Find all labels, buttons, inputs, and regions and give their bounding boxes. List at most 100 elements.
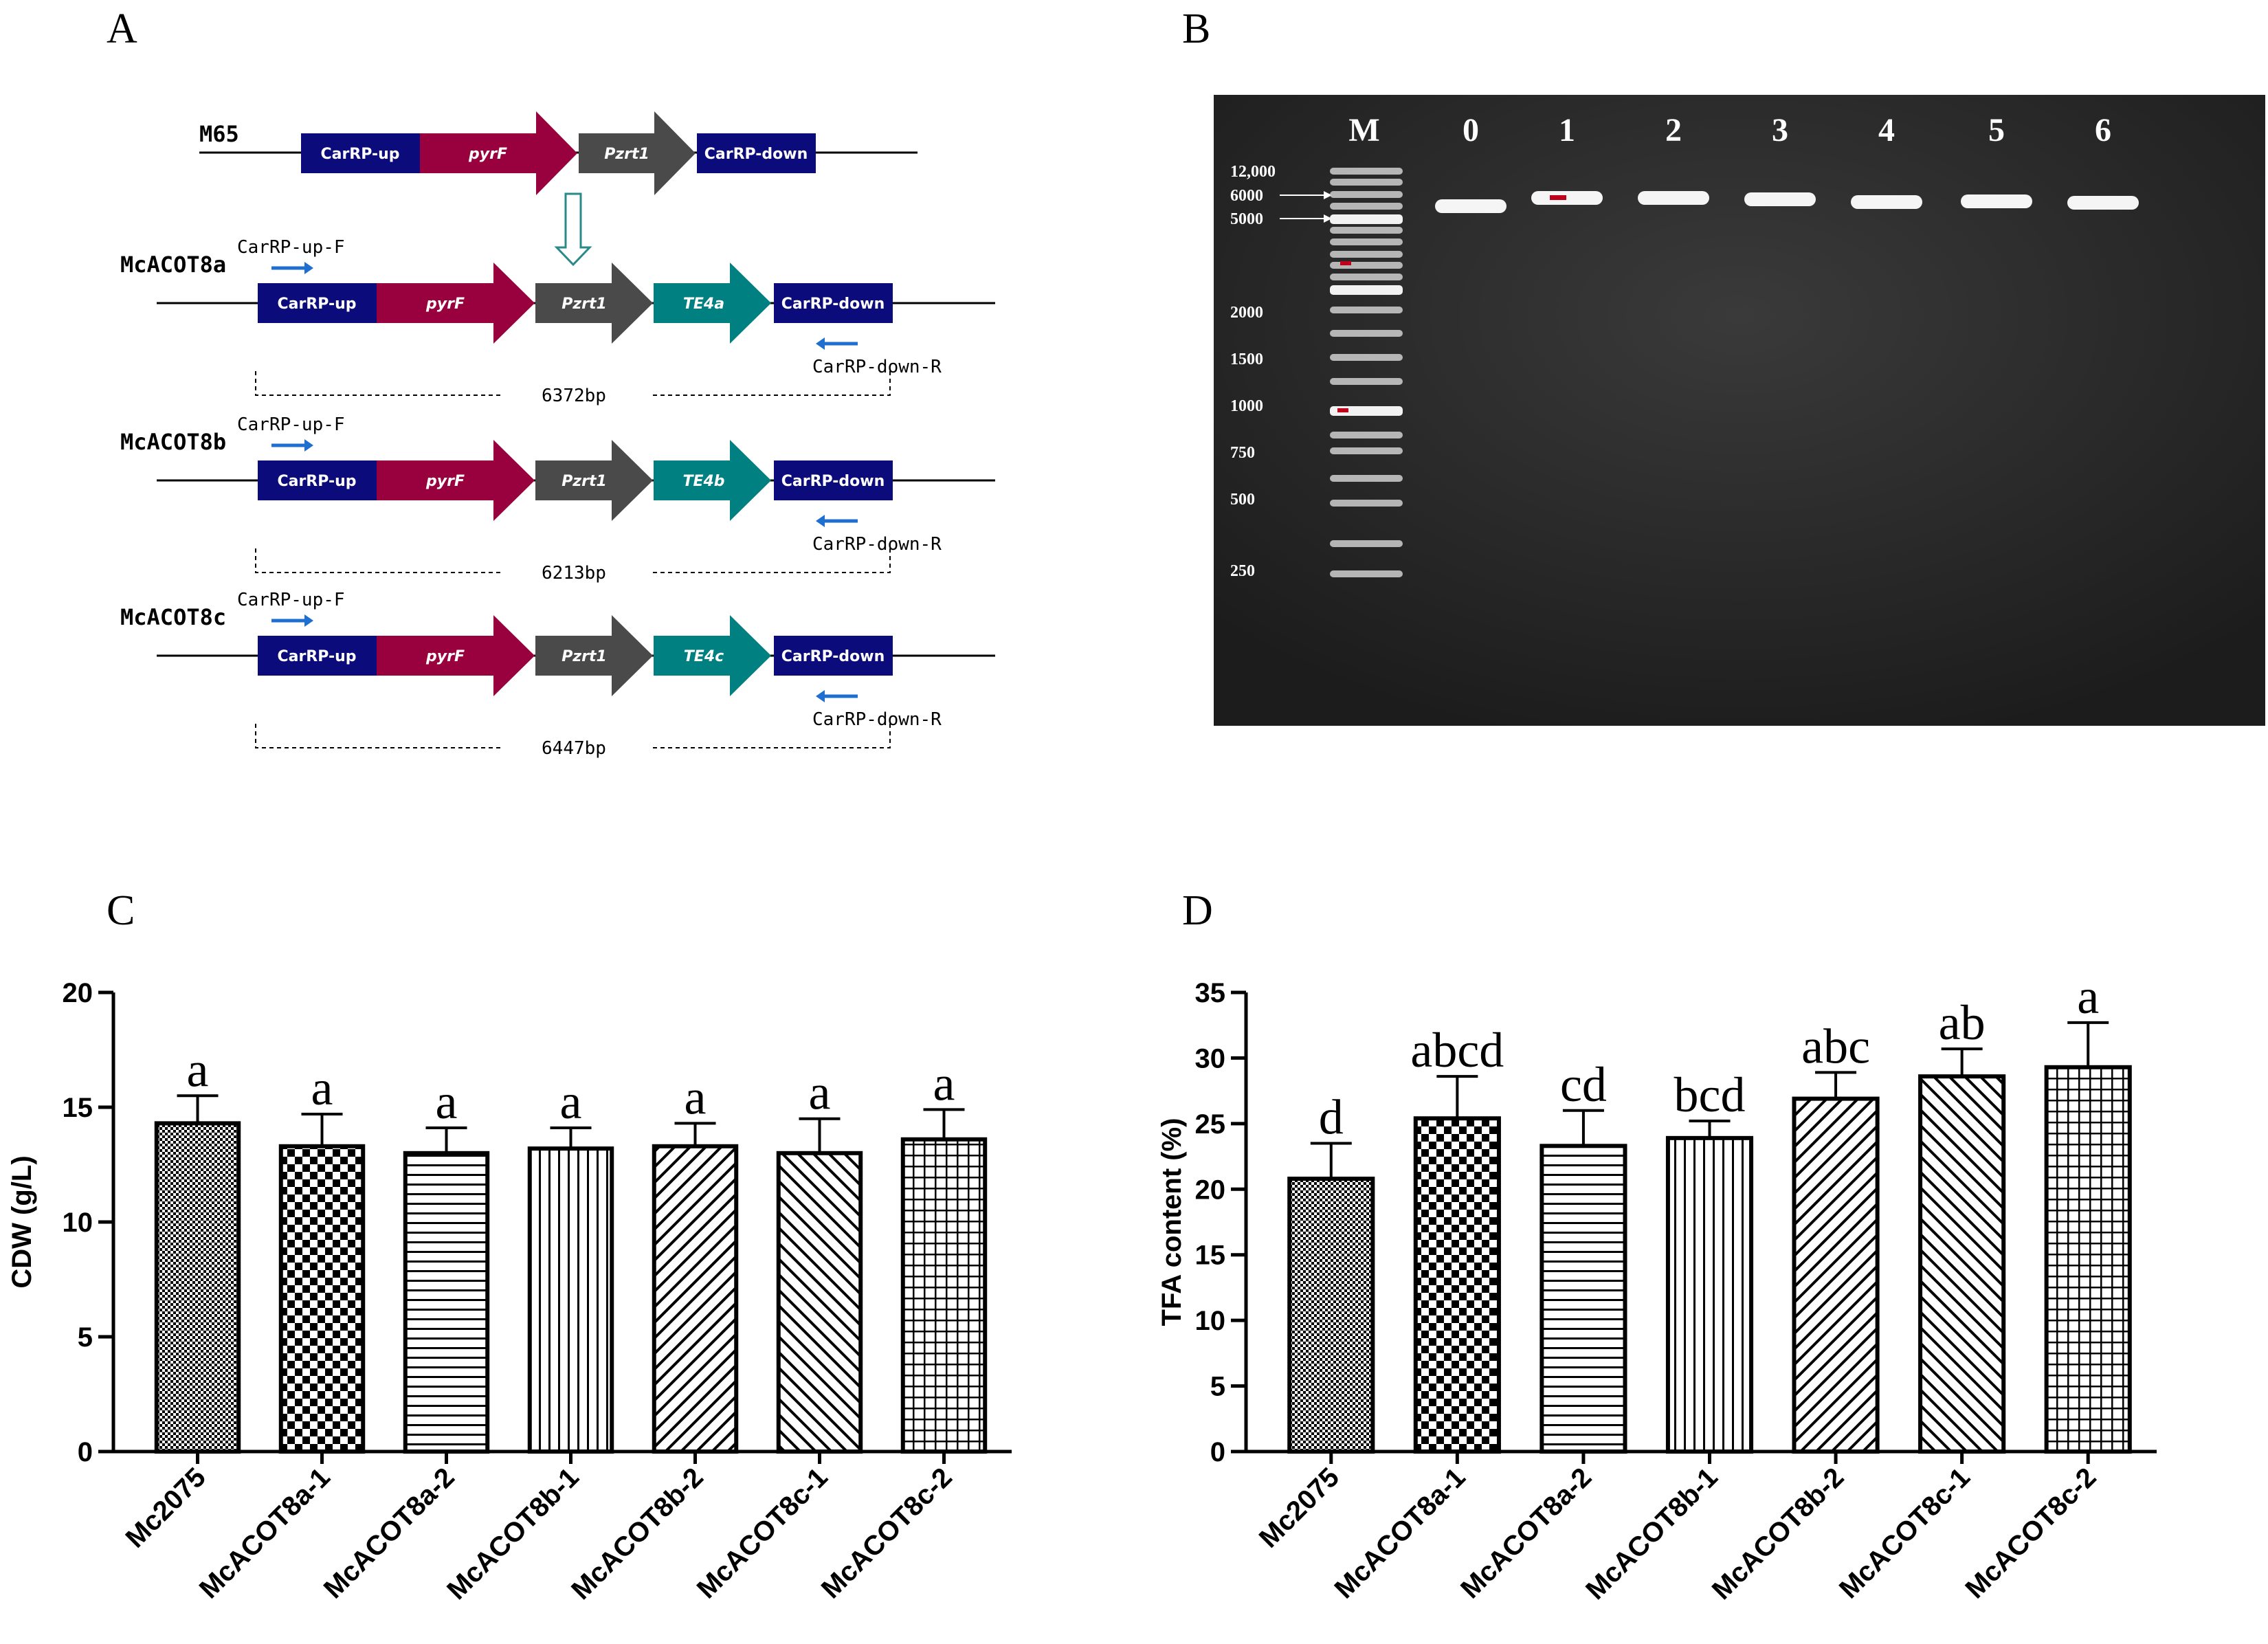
construct-row-mcacot8c: McACOT8c CarRP-up-F CarRP-up pyrF Pzrt1 … bbox=[120, 590, 995, 759]
block-carrp-up bbox=[301, 133, 420, 173]
bar bbox=[776, 1151, 863, 1454]
x-category-label: McACOT8a-2 bbox=[1455, 1462, 1597, 1604]
x-category-label: McACOT8a-2 bbox=[318, 1462, 460, 1604]
ladder-band bbox=[1330, 447, 1403, 454]
ladder-band bbox=[1330, 432, 1403, 438]
sample-band bbox=[1531, 191, 1603, 205]
construct-row-m65: M65 CarRP-up pyrF Pzrt1 CarRP-down bbox=[199, 111, 918, 195]
ladder-size-label: 1000 bbox=[1230, 397, 1263, 415]
primer-forward-label: CarRP-up-F bbox=[237, 590, 345, 610]
ladder-size-label: 12,000 bbox=[1230, 163, 1276, 181]
ladder-band bbox=[1330, 203, 1403, 210]
amplicon-bracket bbox=[255, 371, 891, 396]
primer-reverse-arrow-icon bbox=[816, 690, 858, 702]
panel-label-a: A bbox=[107, 5, 137, 52]
construct-name: McACOT8c bbox=[120, 604, 226, 630]
block-label: TE4a bbox=[683, 296, 724, 313]
y-tick-label: 10 bbox=[1195, 1306, 1226, 1336]
block-label: TE4c bbox=[684, 648, 724, 665]
amplicon-size: 6372bp bbox=[542, 386, 606, 406]
y-tick-label: 0 bbox=[1210, 1437, 1225, 1467]
significance-label: d bbox=[1319, 1089, 1344, 1144]
ladder-band bbox=[1330, 214, 1403, 224]
block-label: Pzrt1 bbox=[604, 146, 649, 163]
gel-lane-label: 2 bbox=[1665, 112, 1682, 148]
sample-band bbox=[1435, 199, 1507, 213]
block-pzrt1 bbox=[535, 440, 653, 521]
primer-forward-label: CarRP-up-F bbox=[237, 414, 345, 435]
x-category-label: McACOT8a-1 bbox=[1329, 1462, 1471, 1604]
bar bbox=[1539, 1144, 1627, 1454]
x-category-label: McACOT8b-1 bbox=[441, 1462, 585, 1606]
ladder-band bbox=[1330, 540, 1403, 547]
block-carrp-up bbox=[258, 283, 377, 323]
gel-lane-label: 1 bbox=[1559, 112, 1575, 148]
ladder-band bbox=[1330, 500, 1403, 507]
block-pzrt1 bbox=[535, 263, 653, 344]
block-label: CarRP-down bbox=[704, 146, 808, 163]
bar bbox=[527, 1146, 614, 1454]
ladder-bands bbox=[1330, 168, 1403, 577]
ladder-size-label: 1500 bbox=[1230, 351, 1263, 368]
insertion-arrow-icon bbox=[554, 192, 592, 267]
significance-label: a bbox=[685, 1069, 707, 1124]
ladder-band bbox=[1330, 570, 1403, 577]
x-category-label: McACOT8b-2 bbox=[1706, 1462, 1850, 1606]
significance-label: a bbox=[436, 1074, 458, 1129]
gel-lane-label: 3 bbox=[1772, 112, 1788, 148]
sample-bands bbox=[1435, 191, 2139, 213]
construct-row-mcacot8a: McACOT8a CarRP-up-F CarRP-up pyrF Pzrt1 … bbox=[120, 237, 995, 406]
block-label: pyrF bbox=[425, 473, 465, 490]
saturation-mark bbox=[1337, 408, 1348, 412]
primer-reverse-label: CarRP-down-R bbox=[812, 709, 942, 730]
sample-band bbox=[2067, 196, 2139, 210]
y-tick-label: 15 bbox=[63, 1093, 93, 1123]
significance-label: a bbox=[560, 1074, 582, 1129]
bar bbox=[900, 1137, 988, 1454]
ladder-band bbox=[1330, 227, 1403, 234]
block-pyrf bbox=[377, 263, 535, 344]
ladder-pointer-arrow-icon bbox=[1280, 191, 1332, 223]
gel-image: M 0 1 2 3 4 5 6 12,000 6000 5000 2000 1500 1000… bbox=[1214, 95, 2265, 726]
y-tick-label: 5 bbox=[78, 1322, 93, 1353]
block-label: Pzrt1 bbox=[562, 296, 607, 313]
block-te4 bbox=[654, 263, 771, 344]
primer-reverse-arrow-icon bbox=[816, 515, 858, 527]
sample-band bbox=[1961, 195, 2032, 208]
construct-row-mcacot8b: McACOT8b CarRP-up-F CarRP-up pyrF Pzrt1 … bbox=[120, 414, 995, 584]
construct-name: McACOT8a bbox=[120, 252, 226, 278]
y-axis-title: CDW (g/L) bbox=[7, 1155, 37, 1288]
primer-reverse-label: CarRP-down-R bbox=[812, 357, 942, 377]
ladder-size-label: 2000 bbox=[1230, 304, 1263, 322]
block-label: CarRP-up bbox=[277, 648, 356, 665]
significance-label: a bbox=[2077, 969, 2099, 1024]
ladder-size-label: 750 bbox=[1230, 444, 1255, 462]
amplicon-size: 6213bp bbox=[542, 563, 606, 584]
ladder-band bbox=[1330, 179, 1403, 186]
significance-label: abcd bbox=[1410, 1023, 1504, 1078]
sample-band bbox=[1744, 192, 1816, 206]
block-label: TE4b bbox=[682, 473, 724, 490]
y-tick-label: 10 bbox=[63, 1208, 93, 1238]
amplicon-bracket bbox=[255, 724, 891, 748]
block-carrp-up bbox=[258, 636, 377, 676]
significance-label: abc bbox=[1801, 1019, 1870, 1074]
block-label: pyrF bbox=[425, 296, 465, 313]
block-te4 bbox=[654, 615, 771, 696]
ladder-band bbox=[1330, 274, 1403, 280]
gel-lane-label: 5 bbox=[1988, 112, 2005, 148]
block-carrp-up bbox=[258, 460, 377, 500]
construct-map: M65 CarRP-up pyrF Pzrt1 CarRP-down McACO… bbox=[120, 111, 995, 759]
block-label: CarRP-down bbox=[781, 296, 885, 313]
gel-lane-label: 6 bbox=[2095, 112, 2111, 148]
sample-band bbox=[1638, 191, 1709, 205]
primer-forward-label: CarRP-up-F bbox=[237, 237, 345, 258]
ladder-band bbox=[1330, 238, 1403, 245]
ladder-band bbox=[1330, 307, 1403, 313]
significance-label: a bbox=[187, 1042, 209, 1097]
block-te4 bbox=[654, 440, 771, 521]
ladder-size-label: 250 bbox=[1230, 562, 1255, 580]
ladder-size-label: 6000 bbox=[1230, 187, 1263, 205]
